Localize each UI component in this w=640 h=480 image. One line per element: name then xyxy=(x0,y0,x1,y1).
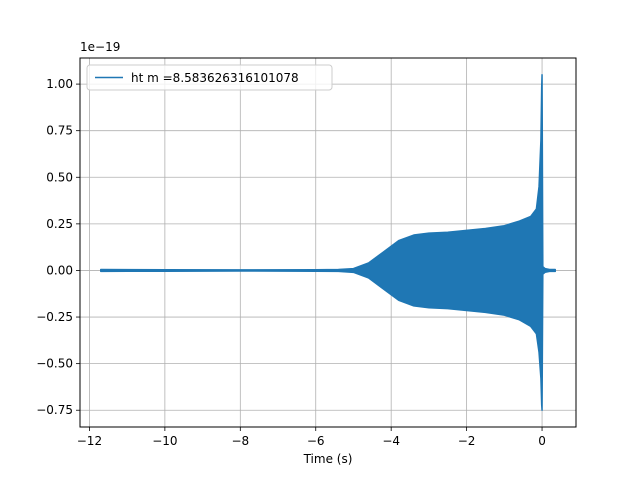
y-tick-label: 0.00 xyxy=(46,263,73,277)
y-tick-label: −0.50 xyxy=(36,357,73,371)
series-layer xyxy=(100,74,556,411)
x-axis-title: Time (s) xyxy=(303,452,353,466)
x-tick-label: −10 xyxy=(152,434,177,448)
y-tick-label: −0.75 xyxy=(36,403,73,417)
y-tick-label: 0.75 xyxy=(46,124,73,138)
series-waveform xyxy=(100,74,556,411)
x-axis: −12 −10 −8 −6 −4 −2 0 xyxy=(77,427,546,448)
x-tick-label: −8 xyxy=(231,434,249,448)
legend-box xyxy=(86,64,333,91)
x-tick-label: −6 xyxy=(307,434,325,448)
y-tick-label: −0.25 xyxy=(36,310,73,324)
y-offset-label: 1e−19 xyxy=(80,40,120,54)
x-tick-label: −12 xyxy=(77,434,102,448)
y-tick-label: 0.25 xyxy=(46,217,73,231)
y-tick-label: 0.50 xyxy=(46,170,73,184)
legend-label: ht m =8.583626316101078 xyxy=(131,71,299,85)
y-axis: 1.00 0.75 0.50 0.25 0.00 −0.25 −0.50 −0.75 xyxy=(36,77,80,417)
legend: ht m =8.583626316101078 xyxy=(86,64,333,91)
y-tick-label: 1.00 xyxy=(46,77,73,91)
x-tick-label: 0 xyxy=(538,434,546,448)
x-tick-label: −2 xyxy=(458,434,476,448)
plot-frame xyxy=(79,57,577,428)
x-tick-label: −4 xyxy=(382,434,400,448)
